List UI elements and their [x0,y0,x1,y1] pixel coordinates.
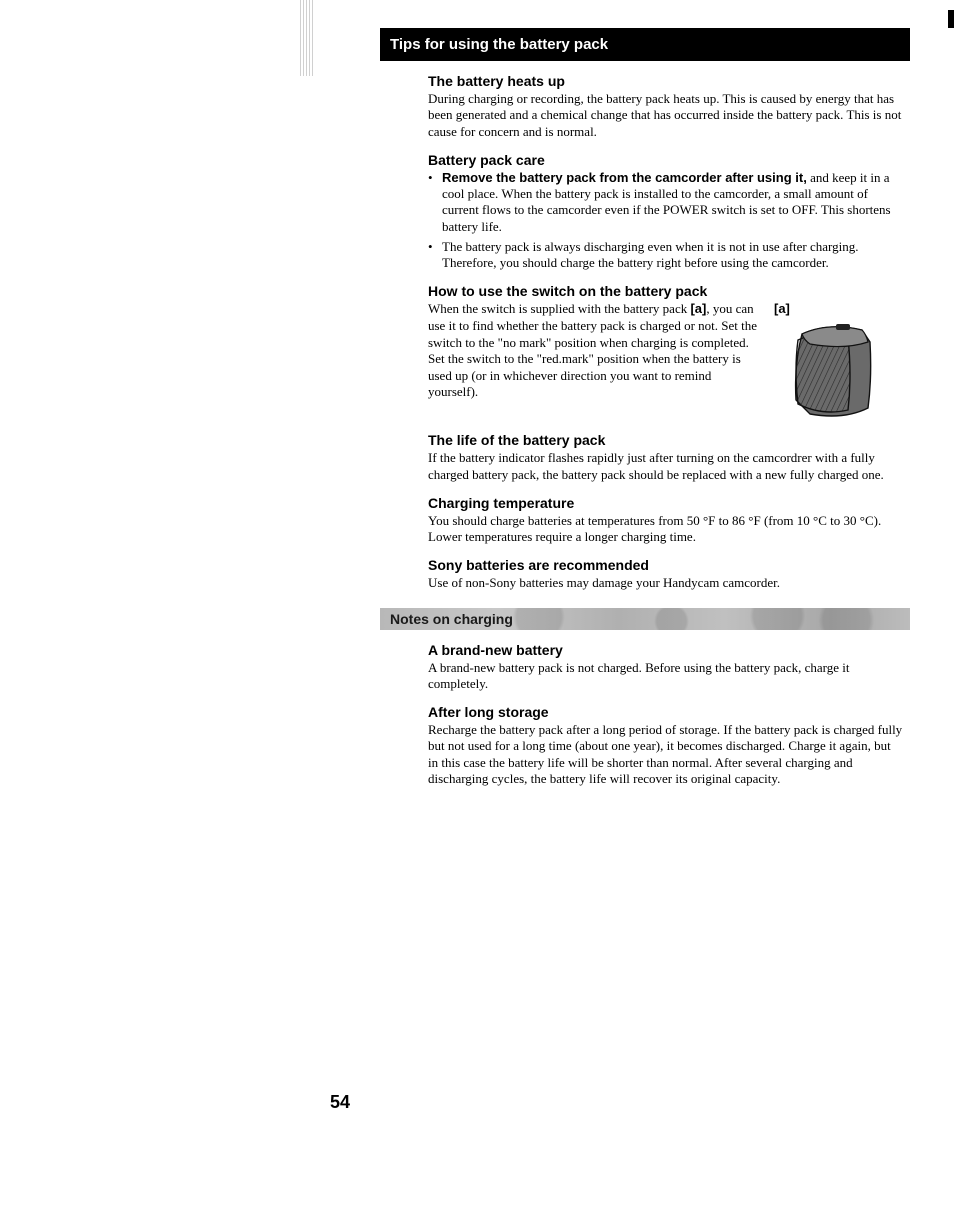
heading-battery-heats-up: The battery heats up [428,73,904,89]
switch-text: When the switch is supplied with the bat… [428,301,758,420]
bullet-care-1: • Remove the battery pack from the camco… [428,170,904,235]
text-brand-new: A brand-new battery pack is not charged.… [428,660,904,693]
scan-crop-mark [948,10,954,28]
heading-brand-new: A brand-new battery [428,642,904,658]
bullet-dot-icon: • [428,170,442,235]
scan-artifact [300,0,314,76]
chapter-title-bar: Tips for using the battery pack [380,28,910,61]
bullet-care-2-text: The battery pack is always discharging e… [442,239,904,272]
heading-battery-care: Battery pack care [428,152,904,168]
switch-figure: [a] [774,301,904,420]
text-life: If the battery indicator flashes rapidly… [428,450,904,483]
figure-label-a: [a] [774,301,904,316]
heading-switch: How to use the switch on the battery pac… [428,283,904,299]
switch-line1: When the switch is supplied with the bat… [428,301,690,316]
page-content: Tips for using the battery pack The batt… [380,28,910,791]
text-temp: You should charge batteries at temperatu… [428,513,904,546]
battery-pack-icon [774,320,884,420]
switch-ref-inline: [a] [690,301,706,316]
bullet-care-2: • The battery pack is always discharging… [428,239,904,272]
bullet-care-1-text: Remove the battery pack from the camcord… [442,170,904,235]
heading-storage: After long storage [428,704,904,720]
page-number: 54 [330,1092,350,1113]
content-column: The battery heats up During charging or … [380,73,910,787]
text-sony: Use of non-Sony batteries may damage you… [428,575,904,591]
notes-on-charging-bar: Notes on charging [380,608,910,630]
bullet-dot-icon: • [428,239,442,272]
bullet-care-1-bold: Remove the battery pack from the camcord… [442,170,807,185]
heading-sony: Sony batteries are recommended [428,557,904,573]
heading-life: The life of the battery pack [428,432,904,448]
switch-block: When the switch is supplied with the bat… [428,301,904,420]
heading-temp: Charging temperature [428,495,904,511]
text-battery-heats-up: During charging or recording, the batter… [428,91,904,140]
text-storage: Recharge the battery pack after a long p… [428,722,904,787]
